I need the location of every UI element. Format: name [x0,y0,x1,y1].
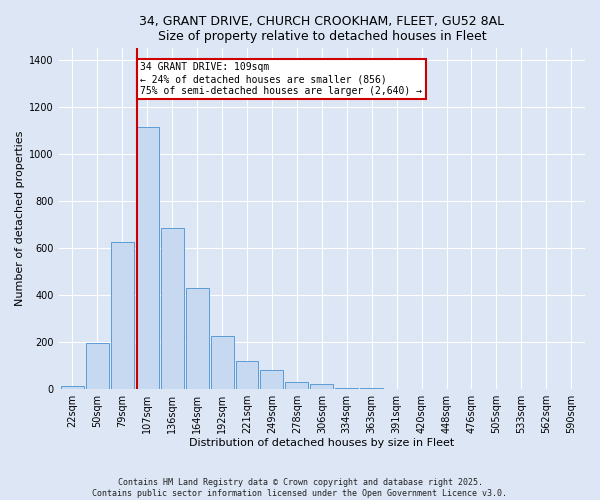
Bar [211,336,233,389]
Bar [86,344,109,389]
Bar [111,242,134,389]
Y-axis label: Number of detached properties: Number of detached properties [15,131,25,306]
Bar [360,388,383,389]
Bar [185,288,209,389]
Bar [161,228,184,389]
Bar [286,382,308,389]
Title: 34, GRANT DRIVE, CHURCH CROOKHAM, FLEET, GU52 8AL
Size of property relative to d: 34, GRANT DRIVE, CHURCH CROOKHAM, FLEET,… [139,15,505,43]
Bar [136,127,158,389]
Bar [310,384,334,389]
Bar [260,370,283,389]
Text: 34 GRANT DRIVE: 109sqm
← 24% of detached houses are smaller (856)
75% of semi-de: 34 GRANT DRIVE: 109sqm ← 24% of detached… [140,62,422,96]
X-axis label: Distribution of detached houses by size in Fleet: Distribution of detached houses by size … [189,438,454,448]
Text: Contains HM Land Registry data © Crown copyright and database right 2025.
Contai: Contains HM Land Registry data © Crown c… [92,478,508,498]
Bar [61,386,84,389]
Bar [236,361,259,389]
Bar [335,388,358,389]
